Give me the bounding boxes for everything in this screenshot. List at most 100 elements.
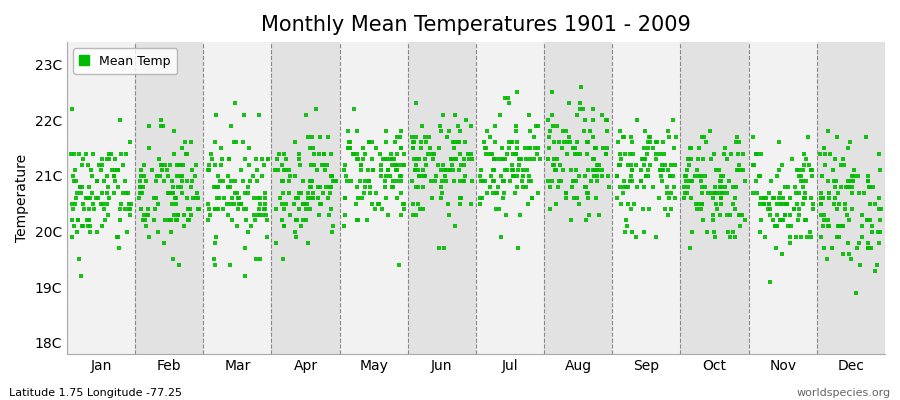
Point bbox=[154, 117, 168, 123]
Point bbox=[181, 206, 195, 212]
Point bbox=[100, 189, 114, 196]
Point bbox=[317, 150, 331, 157]
Point bbox=[774, 217, 788, 224]
Point bbox=[393, 145, 408, 151]
Point bbox=[509, 184, 524, 190]
Point bbox=[863, 184, 878, 190]
Point bbox=[305, 134, 320, 140]
Point bbox=[228, 178, 242, 185]
Point bbox=[527, 145, 542, 151]
Point bbox=[717, 145, 732, 151]
Point bbox=[384, 150, 399, 157]
Point bbox=[842, 184, 856, 190]
Point bbox=[149, 173, 164, 179]
Point bbox=[562, 139, 577, 146]
Point bbox=[796, 150, 811, 157]
Point bbox=[153, 122, 167, 129]
Point bbox=[343, 145, 357, 151]
Point bbox=[821, 223, 835, 229]
Point bbox=[695, 189, 709, 196]
Point bbox=[752, 173, 767, 179]
Point bbox=[407, 156, 421, 162]
Point bbox=[392, 134, 407, 140]
Point bbox=[378, 173, 392, 179]
Point bbox=[180, 150, 194, 157]
Point bbox=[624, 206, 638, 212]
Point bbox=[169, 200, 184, 207]
Point bbox=[207, 256, 221, 263]
Point bbox=[119, 189, 133, 196]
Point bbox=[86, 200, 101, 207]
Legend: Mean Temp: Mean Temp bbox=[73, 48, 177, 74]
Point bbox=[212, 178, 227, 185]
Point bbox=[145, 167, 159, 174]
Point bbox=[338, 173, 353, 179]
Point bbox=[733, 212, 747, 218]
Point bbox=[457, 173, 472, 179]
Point bbox=[313, 184, 328, 190]
Point bbox=[520, 167, 535, 174]
Point bbox=[74, 189, 88, 196]
Point bbox=[816, 145, 831, 151]
Point bbox=[338, 195, 353, 201]
Point bbox=[577, 128, 591, 134]
Point bbox=[453, 200, 467, 207]
Point bbox=[346, 150, 361, 157]
Point bbox=[531, 145, 545, 151]
Point bbox=[320, 162, 334, 168]
Point bbox=[836, 156, 850, 162]
Point bbox=[685, 178, 699, 185]
Point bbox=[497, 178, 511, 185]
Point bbox=[568, 150, 582, 157]
Point bbox=[556, 128, 571, 134]
Point bbox=[757, 195, 771, 201]
Point bbox=[396, 162, 410, 168]
Point bbox=[682, 178, 697, 185]
Point bbox=[864, 245, 878, 252]
Point bbox=[443, 167, 457, 174]
Point bbox=[241, 162, 256, 168]
Point bbox=[122, 139, 137, 146]
Point bbox=[293, 162, 308, 168]
Point bbox=[707, 184, 722, 190]
Point bbox=[772, 195, 787, 201]
Point bbox=[714, 195, 728, 201]
Point bbox=[494, 234, 508, 240]
Point bbox=[636, 145, 651, 151]
Point bbox=[641, 173, 655, 179]
Point bbox=[590, 167, 604, 174]
Point bbox=[248, 217, 262, 224]
Point bbox=[354, 167, 368, 174]
Point bbox=[423, 145, 437, 151]
Point bbox=[157, 178, 171, 185]
Point bbox=[122, 206, 136, 212]
Point bbox=[639, 173, 653, 179]
Point bbox=[358, 150, 373, 157]
Point bbox=[831, 189, 845, 196]
Point bbox=[406, 212, 420, 218]
Point bbox=[220, 200, 234, 207]
Point bbox=[753, 200, 768, 207]
Point bbox=[472, 200, 487, 207]
Point bbox=[642, 206, 656, 212]
Point bbox=[579, 184, 593, 190]
Point bbox=[295, 200, 310, 207]
Point bbox=[137, 162, 151, 168]
Point bbox=[454, 162, 469, 168]
Point bbox=[253, 212, 267, 218]
Point bbox=[176, 162, 190, 168]
Point bbox=[685, 228, 699, 235]
Point bbox=[824, 150, 838, 157]
Point bbox=[82, 217, 96, 224]
Bar bbox=[408, 42, 476, 354]
Point bbox=[191, 206, 205, 212]
Point bbox=[626, 167, 640, 174]
Point bbox=[169, 217, 184, 224]
Point bbox=[274, 162, 289, 168]
Point bbox=[763, 206, 778, 212]
Point bbox=[668, 195, 682, 201]
Point bbox=[444, 156, 458, 162]
Point bbox=[438, 167, 453, 174]
Point bbox=[559, 189, 573, 196]
Point bbox=[730, 167, 744, 174]
